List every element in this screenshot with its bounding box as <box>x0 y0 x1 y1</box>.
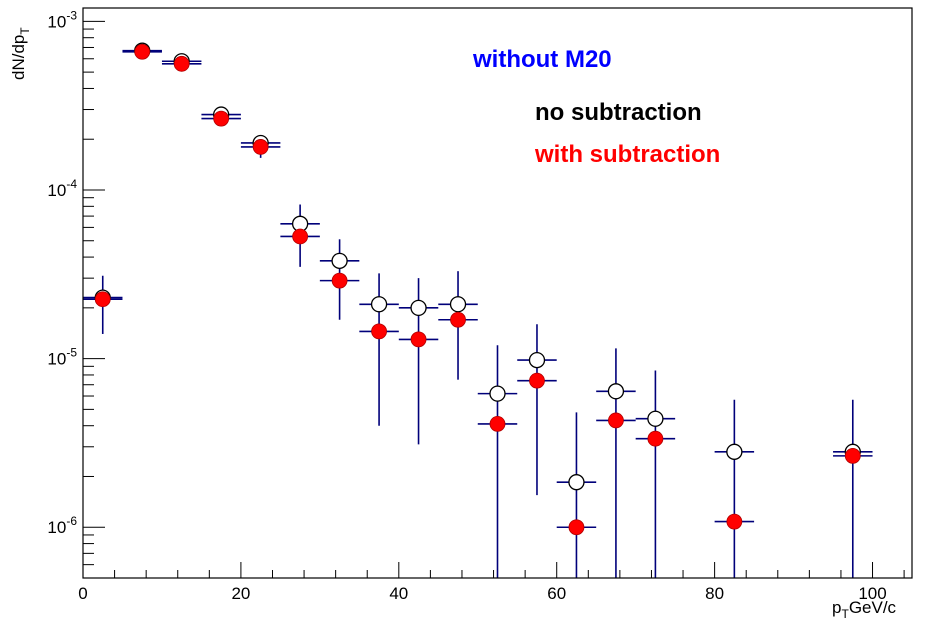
y-tick-label: 10-5 <box>47 346 77 369</box>
x-tick-label: 40 <box>389 584 408 603</box>
x-tick-label: 100 <box>858 584 886 603</box>
filled-circle-point <box>726 513 743 530</box>
plot-frame <box>82 7 913 579</box>
annotation-with-subtraction: with subtraction <box>534 141 720 168</box>
filled-circle-point <box>173 55 190 72</box>
filled-circle-point <box>213 110 230 127</box>
y-tick-label-base: 10 <box>47 518 66 537</box>
x-axis-label-unit: GeV/c <box>849 598 897 617</box>
open-circle-point <box>370 296 388 313</box>
open-circle-point <box>607 383 625 400</box>
filled-circle-point <box>292 228 309 245</box>
filled-circle-point <box>252 139 269 155</box>
y-tick-label-base: 10 <box>47 350 66 369</box>
filled-circle-point <box>647 430 664 447</box>
x-tick-label: 60 <box>547 584 566 603</box>
annotation-without-m20: without M20 <box>472 46 612 73</box>
y-tick-label-base: 10 <box>47 12 66 31</box>
x-tick-label: 80 <box>705 584 724 603</box>
filled-circle-point <box>371 323 387 340</box>
y-tick-label: 10-3 <box>47 8 77 31</box>
data-marks <box>83 42 873 578</box>
filled-circle-point <box>134 43 151 60</box>
filled-circle-point <box>450 311 466 328</box>
filled-circle-point <box>94 291 111 308</box>
filled-circle-point <box>529 372 545 389</box>
filled-circle-point <box>331 272 348 289</box>
filled-circle-point <box>608 412 624 429</box>
y-axis-ticks: 10-610-510-410-3 <box>47 8 105 579</box>
x-tick-label: 20 <box>231 584 250 603</box>
x-axis-label-subscript: T <box>841 607 849 621</box>
filled-circle-point <box>489 416 506 432</box>
y-tick-label-exponent: -5 <box>66 346 77 360</box>
y-axis-label: dN/dpT <box>9 27 32 80</box>
y-tick-label-exponent: -4 <box>66 177 77 191</box>
y-tick-label-exponent: -6 <box>66 514 77 528</box>
y-tick-label-base: 10 <box>47 181 66 200</box>
open-circle-point <box>726 443 743 460</box>
open-circle-point <box>489 385 506 402</box>
open-circle-point <box>568 474 585 491</box>
y-tick-label: 10-6 <box>47 514 77 537</box>
x-axis-label-main: p <box>832 598 841 617</box>
y-axis-label-main: dN/dp <box>9 35 28 80</box>
filled-circle-point <box>568 519 585 536</box>
y-tick-label: 10-4 <box>47 177 77 200</box>
filled-circle-point <box>410 331 427 348</box>
x-tick-label: 0 <box>78 584 87 603</box>
x-axis-label: pTGeV/c <box>832 598 897 621</box>
annotation-no-subtraction: no subtraction <box>535 99 702 126</box>
open-circle-point <box>449 296 467 313</box>
filled-circle-point <box>844 447 861 464</box>
open-circle-point <box>647 410 664 427</box>
open-circle-point <box>410 299 427 316</box>
y-axis-label-subscript: T <box>18 27 32 35</box>
x-axis-ticks: 0 20 40 60 80 100 <box>78 562 905 603</box>
open-circle-point <box>331 252 348 269</box>
y-tick-label-exponent: -3 <box>66 8 77 22</box>
open-circle-point <box>528 351 546 369</box>
